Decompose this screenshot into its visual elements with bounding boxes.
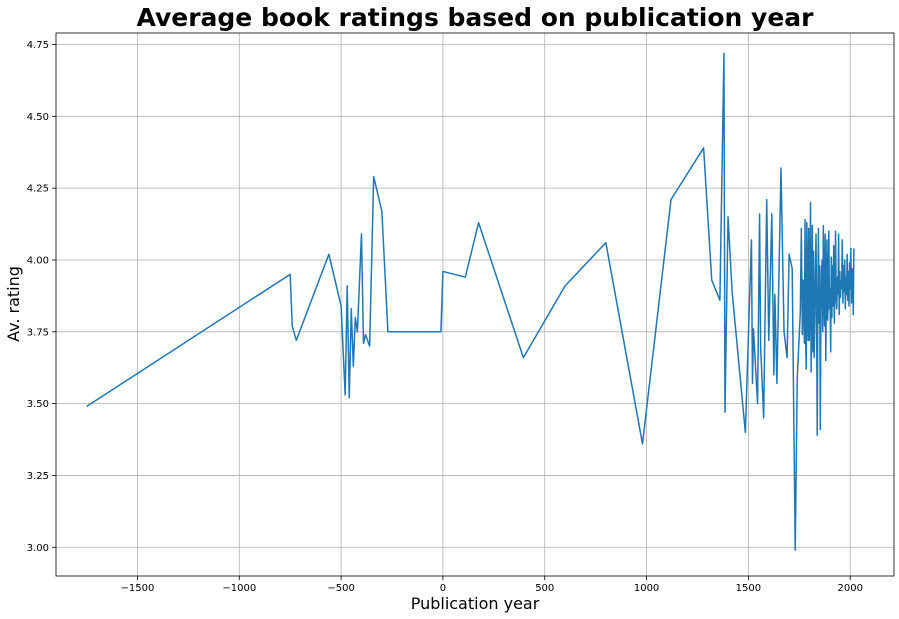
series-layer bbox=[86, 52, 855, 551]
y-tick-label: 3.25 bbox=[27, 471, 49, 482]
y-tick-label: 3.00 bbox=[27, 543, 49, 554]
x-tick-label: 2000 bbox=[837, 583, 862, 594]
x-tick-label: 1000 bbox=[634, 583, 659, 594]
y-tick-label: 4.25 bbox=[27, 184, 49, 195]
series-line-0 bbox=[86, 52, 855, 551]
x-tick-label: −1000 bbox=[222, 583, 256, 594]
y-tick-label: 4.00 bbox=[27, 255, 49, 266]
y-tick-label: 3.75 bbox=[27, 327, 49, 338]
y-tick-label: 4.50 bbox=[27, 112, 49, 123]
x-tick-label: −500 bbox=[327, 583, 354, 594]
x-tick-label: 1500 bbox=[736, 583, 761, 594]
y-axis-label: Av. rating bbox=[4, 266, 23, 342]
y-tick-label: 3.50 bbox=[27, 399, 49, 410]
x-tick-label: 500 bbox=[535, 583, 554, 594]
x-tick-label: −1500 bbox=[121, 583, 155, 594]
x-axis-label: Publication year bbox=[411, 594, 540, 613]
grid bbox=[56, 33, 894, 576]
x-tick-label: 0 bbox=[440, 583, 446, 594]
axis-ticks: −1500 −1000 −500 0 500 1000 1500 2000 3.00 3.25 3.… bbox=[27, 40, 863, 594]
y-tick-label: 4.75 bbox=[27, 40, 49, 51]
chart-title: Average book ratings based on publicatio… bbox=[137, 3, 815, 32]
plot-frame bbox=[55, 32, 895, 577]
